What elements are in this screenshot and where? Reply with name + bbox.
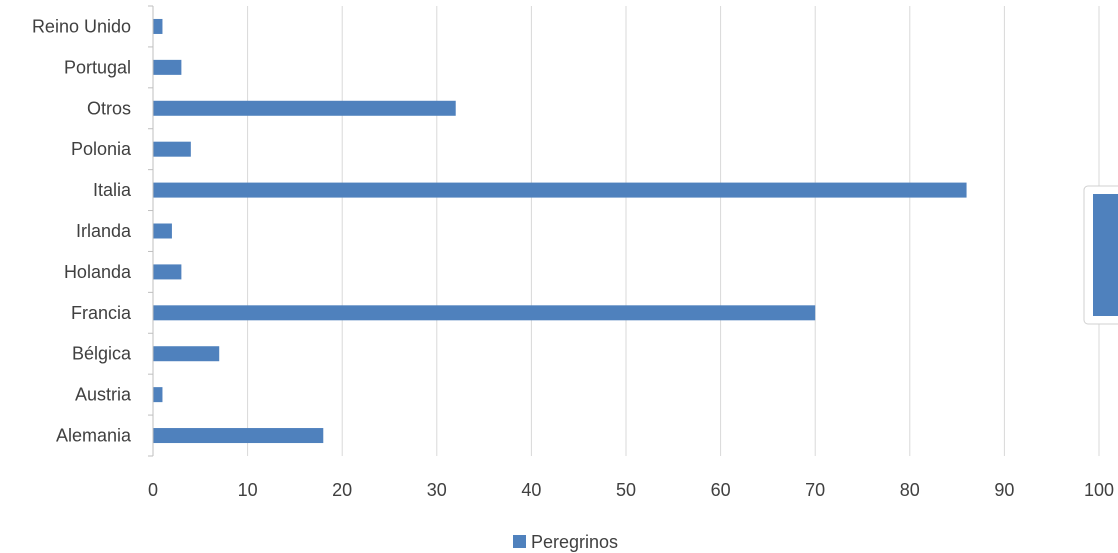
axes	[148, 5, 154, 457]
floating-panel	[1083, 185, 1118, 325]
bar-portugal	[153, 59, 182, 75]
category-label: Portugal	[64, 57, 131, 77]
bar-alemania	[153, 428, 324, 444]
x-tick-label: 60	[711, 480, 731, 500]
legend-swatch	[513, 535, 526, 548]
x-tick-labels: 0 10 20 30 40 50 60 70 80 90 100	[148, 480, 1114, 500]
bar-otros	[153, 100, 456, 116]
category-labels: Alemania Austria Bélgica Francia Holanda Irla…	[32, 16, 132, 445]
category-label: Alemania	[56, 426, 132, 446]
legend: Peregrinos	[513, 532, 618, 552]
bars	[153, 18, 967, 444]
bar-reino-unido	[153, 18, 163, 34]
category-label: Bélgica	[72, 344, 132, 364]
x-tick-label: 30	[427, 480, 447, 500]
category-label: Francia	[71, 303, 132, 323]
legend-label: Peregrinos	[531, 532, 618, 552]
category-label: Reino Unido	[32, 16, 131, 36]
x-tick-label: 10	[238, 480, 258, 500]
x-tick-label: 90	[994, 480, 1014, 500]
gridlines	[247, 6, 1100, 456]
category-label: Austria	[75, 385, 132, 405]
category-label: Irlanda	[76, 221, 132, 241]
x-tick-label: 20	[332, 480, 352, 500]
x-tick-label: 40	[521, 480, 541, 500]
category-label: Polonia	[71, 139, 132, 159]
x-tick-label: 100	[1084, 480, 1114, 500]
x-tick-label: 50	[616, 480, 636, 500]
bar-b-lgica	[153, 346, 220, 362]
bar-italia	[153, 182, 967, 198]
floating-panel-swatch	[1093, 194, 1118, 316]
bar-polonia	[153, 141, 191, 157]
bar-irlanda	[153, 223, 172, 239]
bar-holanda	[153, 264, 182, 280]
category-label: Otros	[87, 98, 131, 118]
x-tick-label: 70	[805, 480, 825, 500]
x-tick-label: 80	[900, 480, 920, 500]
bar-francia	[153, 305, 816, 321]
category-label: Italia	[93, 180, 132, 200]
x-tick-label: 0	[148, 480, 158, 500]
bar-austria	[153, 387, 163, 403]
category-label: Holanda	[64, 262, 132, 282]
